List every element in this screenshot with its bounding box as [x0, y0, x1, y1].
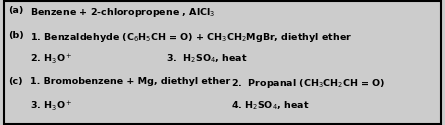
Text: (d): (d)	[8, 122, 24, 125]
Text: 4. H$_2$SO$_4$, heat: 4. H$_2$SO$_4$, heat	[231, 99, 310, 112]
Text: (c): (c)	[8, 77, 23, 86]
Text: 3. H$_3$O$^+$: 3. H$_3$O$^+$	[30, 99, 72, 113]
Text: 2.  Propanal (CH$_3$CH$_2$CH = O): 2. Propanal (CH$_3$CH$_2$CH = O)	[231, 77, 386, 90]
Text: 2. Acetone [(CH$_3$)$_2$C = O]: 2. Acetone [(CH$_3$)$_2$C = O]	[231, 122, 364, 125]
Text: 1. Bromobenzene + Mg, diethyl ether: 1. Bromobenzene + Mg, diethyl ether	[30, 122, 230, 125]
Text: 1. Benzaldehyde (C$_6$H$_5$CH = O) + CH$_3$CH$_2$MgBr, diethyl ether: 1. Benzaldehyde (C$_6$H$_5$CH = O) + CH$…	[30, 31, 352, 44]
Text: 2. H$_3$O$^+$: 2. H$_3$O$^+$	[30, 53, 72, 66]
Text: (a): (a)	[8, 6, 23, 15]
Text: Benzene + 2-chloropropene , AlCl$_3$: Benzene + 2-chloropropene , AlCl$_3$	[30, 6, 215, 19]
Text: 3.  H$_2$SO$_4$, heat: 3. H$_2$SO$_4$, heat	[166, 53, 247, 65]
Text: 1. Bromobenzene + Mg, diethyl ether: 1. Bromobenzene + Mg, diethyl ether	[30, 77, 230, 86]
Text: (b): (b)	[8, 31, 24, 40]
